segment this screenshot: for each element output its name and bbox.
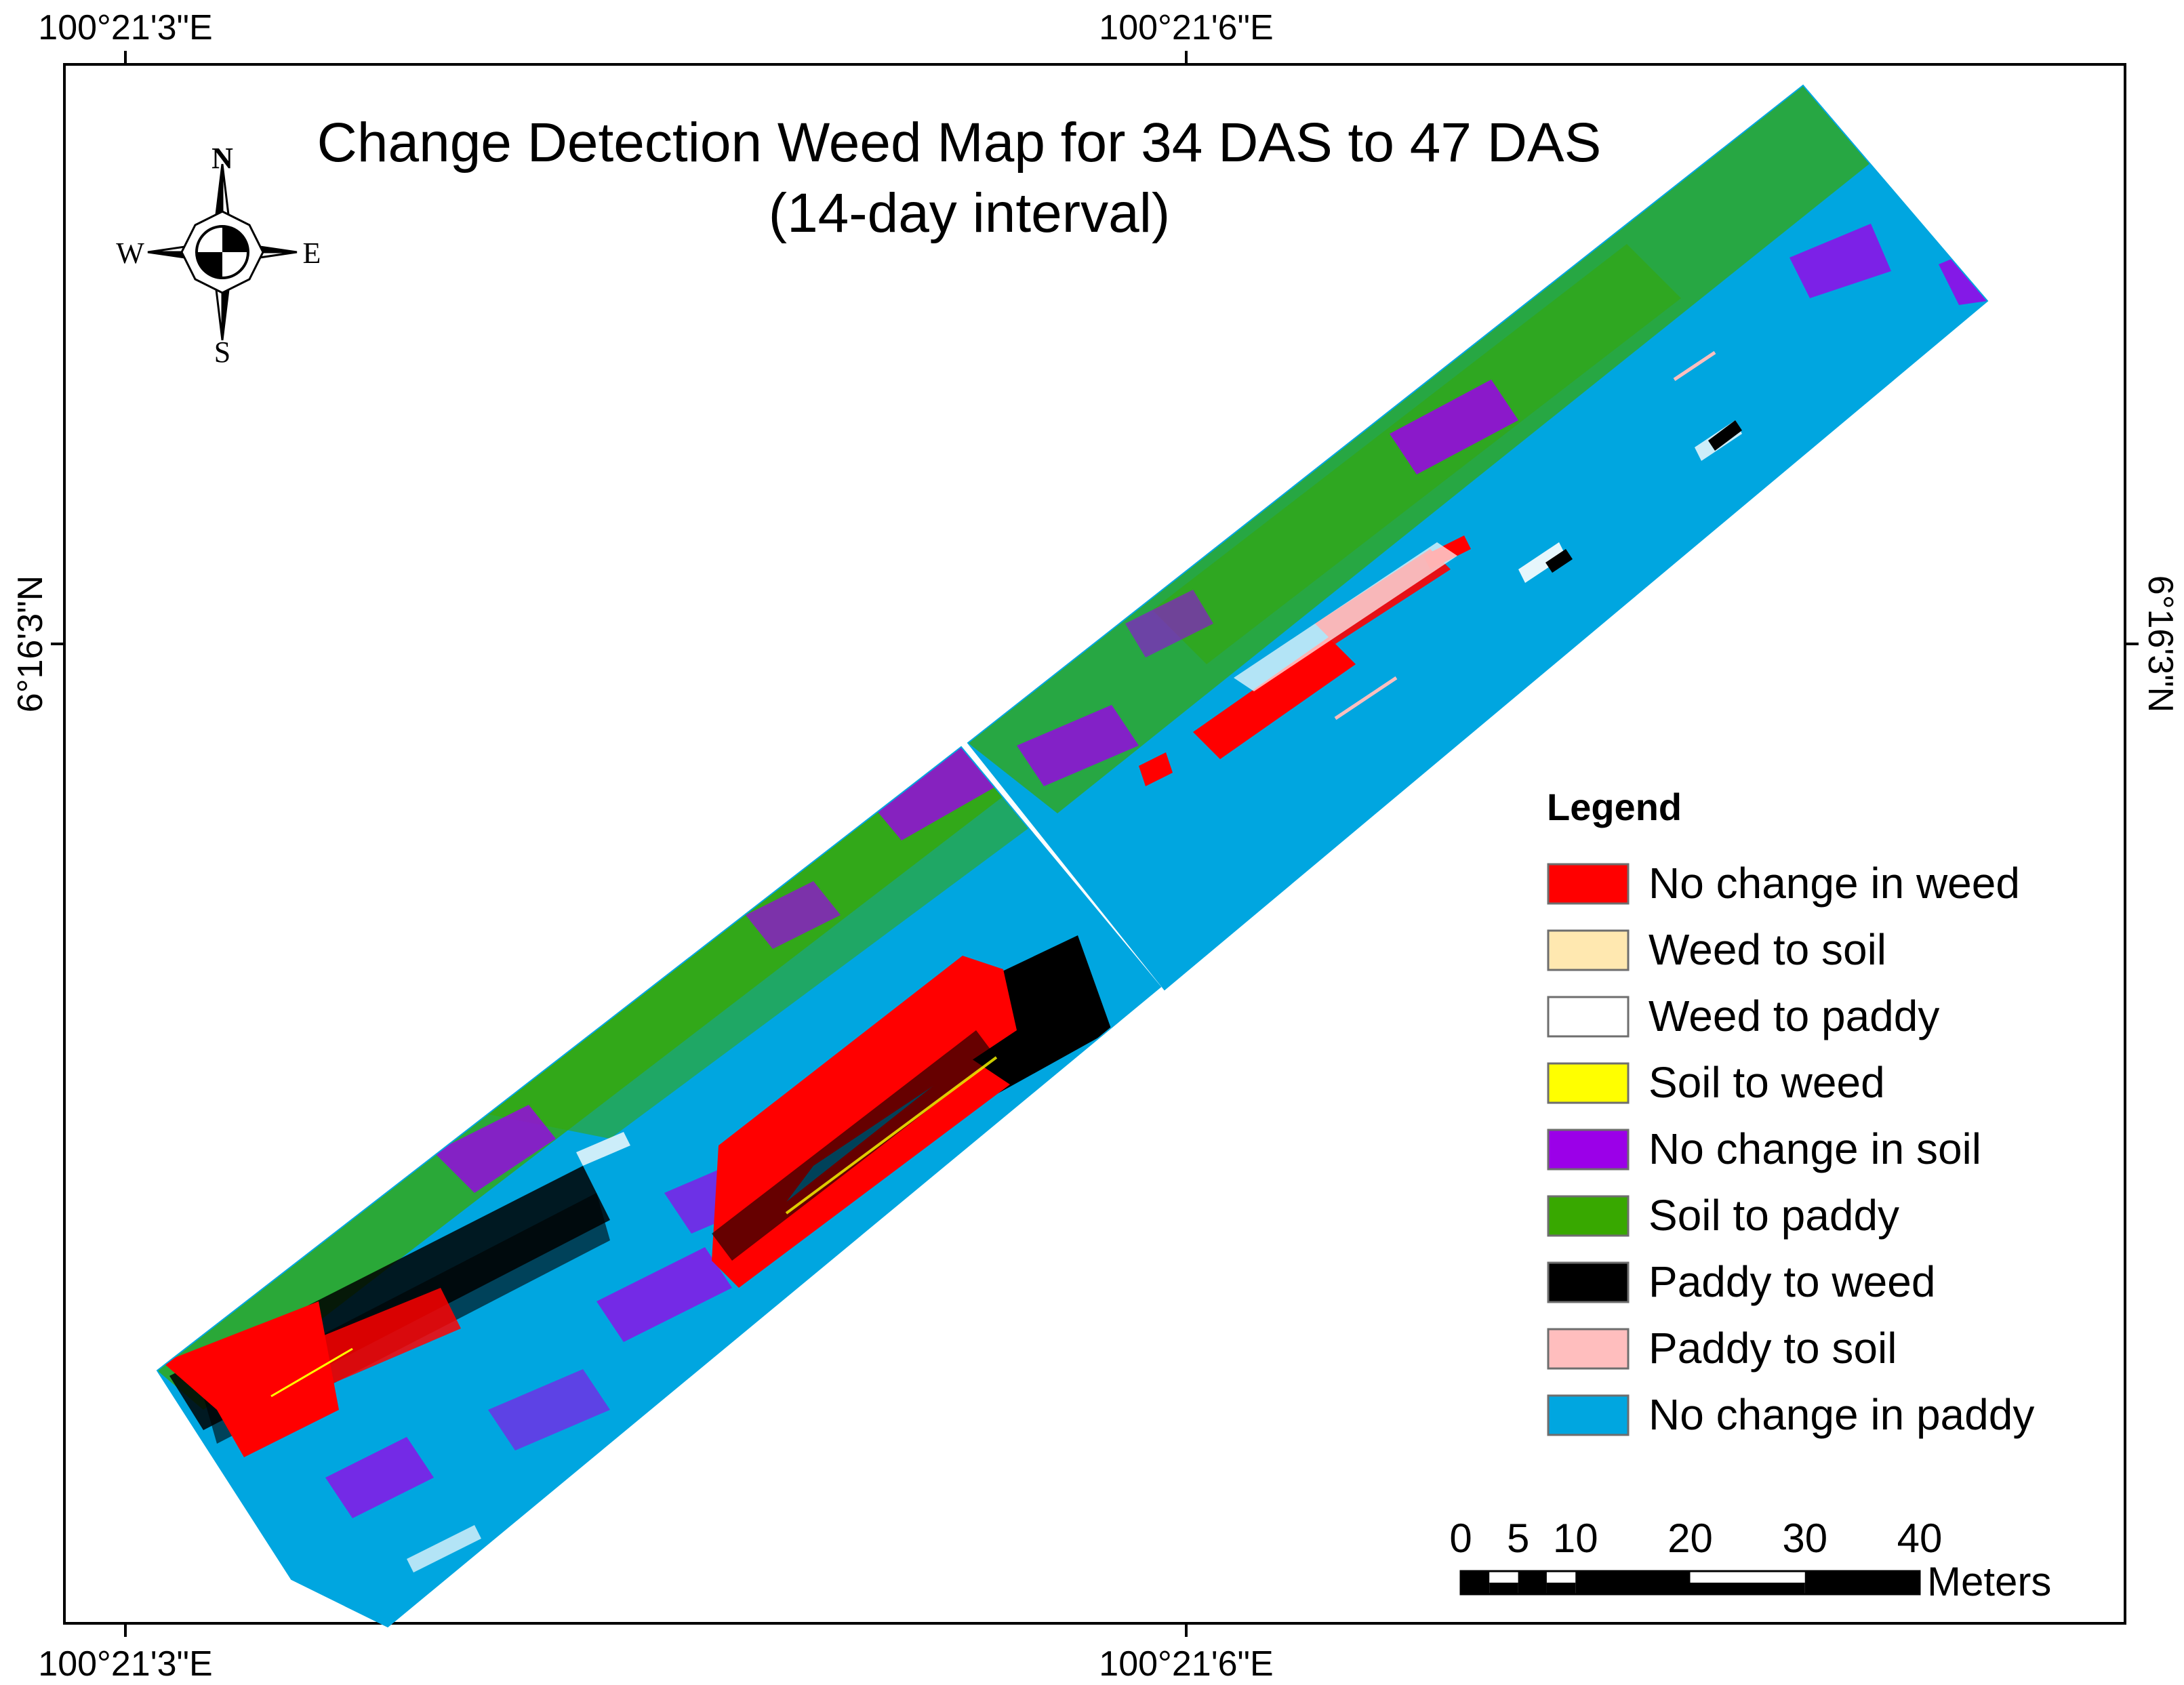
- legend-swatch: [1547, 1129, 1630, 1171]
- compass-w-label: W: [116, 237, 144, 270]
- scale-bar-tick-label: 0: [1449, 1516, 1472, 1561]
- bottom-left-longitude-label: 100°21'3"E: [38, 1644, 212, 1684]
- scale-bar-tick-label: 20: [1667, 1516, 1713, 1561]
- right-latitude-label: 6°16'3"N: [2141, 575, 2180, 712]
- scale-bar-segment: [1690, 1571, 1805, 1583]
- scale-bar-segment: [1690, 1583, 1805, 1594]
- legend-swatch: [1547, 1328, 1630, 1370]
- scale-bar-tick-labels: 0 5 10 20 30 40: [1449, 1516, 1942, 1561]
- compass-s-label: S: [214, 336, 230, 369]
- field-b-outline: [967, 84, 1989, 991]
- scale-bar: 0 5 10 20 30 40 Meters: [1449, 1516, 2051, 1604]
- legend-label: No change in weed: [1649, 859, 2020, 908]
- scale-bar-tick-label: 10: [1553, 1516, 1598, 1561]
- legend: Legend No change in weed Weed to soil Weed…: [1547, 786, 2034, 1439]
- legend-swatch: [1547, 1062, 1630, 1104]
- legend-label: Paddy to soil: [1649, 1324, 1897, 1373]
- legend-label: No change in paddy: [1649, 1390, 2034, 1439]
- legend-label: Soil to weed: [1649, 1058, 1885, 1107]
- field-a-outline: [156, 746, 1162, 1628]
- left-latitude-label: 6°16'3"N: [11, 575, 50, 712]
- legend-label: Weed to soil: [1649, 925, 1886, 974]
- scale-bar-segment: [1489, 1583, 1518, 1594]
- legend-swatch: [1547, 863, 1630, 905]
- legend-swatch: [1547, 1394, 1630, 1436]
- field-b-raster: [968, 85, 1987, 990]
- legend-title: Legend: [1547, 786, 1682, 828]
- scale-bar-outline: [1459, 1570, 1921, 1596]
- map-frame: [63, 63, 2126, 1625]
- map-title-line-2: (14-day interval): [769, 182, 1170, 244]
- scale-bar-segment: [1518, 1571, 1547, 1583]
- scale-bar-tick-label: 5: [1507, 1516, 1529, 1561]
- legend-label: Soil to paddy: [1649, 1191, 1899, 1240]
- legend-swatch: [1547, 996, 1630, 1038]
- legend-swatch: [1547, 1261, 1630, 1303]
- legend-label: Weed to paddy: [1649, 992, 1939, 1040]
- scale-bar-unit: Meters: [1927, 1559, 2051, 1604]
- north-arrow-icon: [147, 163, 298, 341]
- graticule-ticks: [51, 51, 2139, 1637]
- scale-bar-segment: [1804, 1571, 1920, 1583]
- scale-bar-segments: [1459, 1570, 1921, 1596]
- scale-bar-segment: [1461, 1583, 1490, 1594]
- scale-bar-segment: [1518, 1583, 1547, 1594]
- top-left-longitude-label: 100°21'3"E: [38, 8, 212, 47]
- legend-label: No change in soil: [1649, 1124, 1981, 1173]
- field-a-raster: [157, 747, 1160, 1627]
- bottom-center-longitude-label: 100°21'6"E: [1099, 1644, 1273, 1684]
- legend-swatch: [1547, 1195, 1630, 1237]
- compass-e-label: E: [303, 237, 321, 270]
- scale-bar-segment: [1804, 1583, 1920, 1594]
- compass-n-label: N: [211, 142, 233, 175]
- legend-items: No change in weed Weed to soil Weed to pad…: [1547, 859, 2034, 1439]
- scale-bar-segment: [1489, 1571, 1518, 1583]
- scale-bar-segment: [1575, 1583, 1691, 1594]
- scale-bar-segment: [1575, 1571, 1691, 1583]
- scale-bar-tick-label: 30: [1782, 1516, 1827, 1561]
- scale-bar-tick-label: 40: [1897, 1516, 1943, 1561]
- legend-label: Paddy to weed: [1649, 1257, 1935, 1306]
- map-title-line-1: Change Detection Weed Map for 34 DAS to …: [317, 112, 1602, 174]
- legend-swatch: [1547, 929, 1630, 971]
- scale-bar-segment: [1546, 1571, 1576, 1583]
- scale-bar-segment: [1461, 1571, 1490, 1583]
- scale-bar-segment: [1546, 1583, 1576, 1594]
- top-center-longitude-label: 100°21'6"E: [1099, 8, 1273, 47]
